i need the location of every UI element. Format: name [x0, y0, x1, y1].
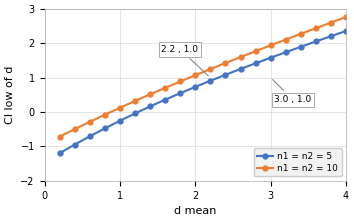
n1 = n2 = 10	[57, 135, 62, 138]
n1 = n2 = 5	[73, 143, 77, 146]
n1 = n2 = 5	[148, 105, 152, 108]
n1 = n2 = 5	[103, 127, 107, 130]
n1 = n2 = 10	[344, 16, 348, 18]
n1 = n2 = 10	[103, 113, 107, 116]
n1 = n2 = 10	[193, 74, 198, 77]
n1 = n2 = 5	[208, 79, 212, 82]
n1 = n2 = 10	[269, 44, 273, 47]
n1 = n2 = 10	[208, 68, 212, 70]
n1 = n2 = 5	[163, 98, 167, 101]
n1 = n2 = 10	[118, 107, 122, 109]
n1 = n2 = 5	[299, 46, 303, 48]
Line: n1 = n2 = 10: n1 = n2 = 10	[57, 15, 348, 139]
n1 = n2 = 5	[193, 86, 198, 88]
X-axis label: d mean: d mean	[174, 206, 217, 216]
Y-axis label: CI low of d: CI low of d	[5, 66, 15, 124]
n1 = n2 = 10	[253, 50, 258, 53]
n1 = n2 = 10	[329, 21, 333, 24]
n1 = n2 = 5	[238, 68, 242, 70]
n1 = n2 = 10	[163, 87, 167, 89]
n1 = n2 = 5	[329, 35, 333, 38]
n1 = n2 = 5	[269, 56, 273, 59]
n1 = n2 = 10	[133, 100, 137, 102]
n1 = n2 = 10	[178, 80, 182, 83]
n1 = n2 = 5	[88, 135, 92, 138]
n1 = n2 = 5	[133, 112, 137, 115]
n1 = n2 = 5	[223, 73, 228, 76]
n1 = n2 = 5	[178, 92, 182, 95]
n1 = n2 = 10	[238, 56, 242, 58]
n1 = n2 = 5	[118, 119, 122, 122]
Line: n1 = n2 = 5: n1 = n2 = 5	[57, 29, 348, 156]
n1 = n2 = 10	[284, 38, 288, 41]
Text: 2.2 , 1.0: 2.2 , 1.0	[161, 45, 209, 76]
n1 = n2 = 10	[73, 128, 77, 131]
Text: 3.0 , 1.0: 3.0 , 1.0	[273, 80, 312, 105]
n1 = n2 = 10	[223, 62, 228, 64]
n1 = n2 = 5	[284, 51, 288, 53]
n1 = n2 = 5	[314, 40, 318, 43]
n1 = n2 = 5	[253, 62, 258, 65]
n1 = n2 = 10	[299, 32, 303, 35]
n1 = n2 = 5	[57, 152, 62, 154]
n1 = n2 = 10	[88, 120, 92, 123]
n1 = n2 = 10	[314, 27, 318, 30]
n1 = n2 = 5	[344, 30, 348, 32]
n1 = n2 = 10	[148, 93, 152, 96]
Legend: n1 = n2 = 5, n1 = n2 = 10: n1 = n2 = 5, n1 = n2 = 10	[253, 149, 342, 176]
